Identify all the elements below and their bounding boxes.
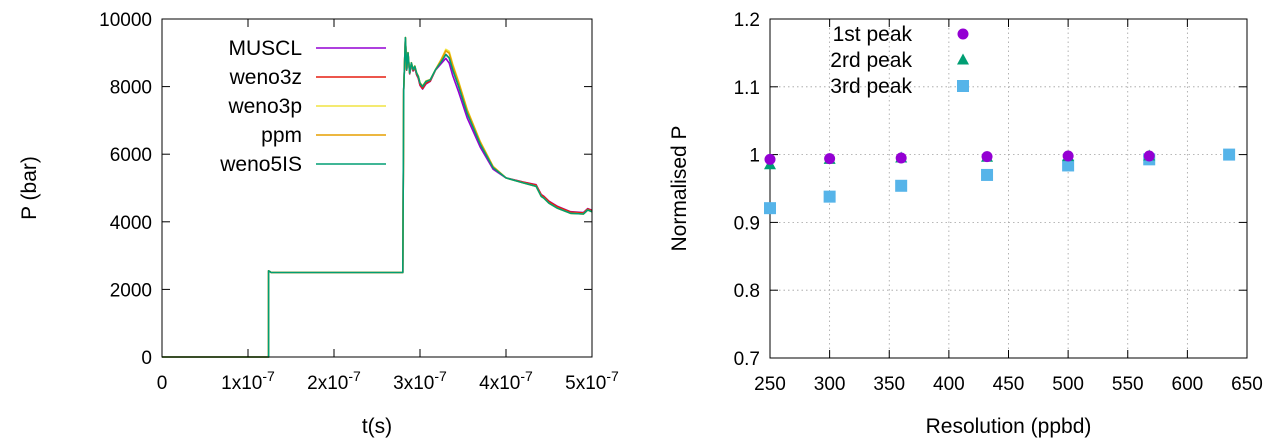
series-line-weno3p [162, 36, 593, 358]
data-point-circle [1143, 150, 1155, 162]
x-tick-label: 400 [933, 374, 965, 395]
x-tick-exponent: -7 [434, 368, 447, 384]
x-tick-exponent: -7 [262, 368, 275, 384]
x-tick-label: 450 [993, 374, 1025, 395]
data-point-circle [764, 153, 776, 165]
legend-label: MUSCL [228, 37, 302, 60]
data-point-square [1062, 159, 1075, 172]
y-tick-label: 0.7 [734, 349, 760, 370]
y-tick-label: 0.8 [734, 281, 760, 302]
x-tick-exponent: -7 [606, 368, 619, 384]
legend-label: weno3p [227, 95, 302, 118]
data-point-circle [981, 151, 993, 163]
x-tick-label: 250 [754, 374, 786, 395]
x-tick-label: 600 [1172, 374, 1204, 395]
legend: 1st peak 2rd peak 3rd peak [830, 23, 969, 98]
series-line-ppm [162, 36, 593, 358]
y-axis-label: Normalised P [668, 125, 691, 251]
legend-marker [957, 28, 969, 40]
data-point-square [823, 190, 836, 203]
y-tick-label: 8000 [110, 78, 152, 99]
y-tick-label: 6000 [110, 145, 152, 166]
y-tick-label: 0.9 [734, 213, 760, 234]
legend-marker [957, 80, 969, 92]
x-tick-label: 3x10-7 [393, 368, 447, 394]
data-point-circle [824, 153, 836, 165]
data-point-square [895, 179, 908, 192]
series-line-weno5IS [162, 36, 593, 358]
y-tick-label: 2000 [110, 280, 152, 301]
data-point-square [1223, 148, 1236, 161]
legend-label: ppm [261, 124, 302, 147]
x-tick-label: 4x10-7 [479, 368, 533, 394]
legend: MUSCL weno3z weno3p ppm weno5IS [219, 37, 386, 176]
legend-label: 2rd peak [830, 49, 912, 72]
data-point-square [764, 202, 776, 215]
right-chart: 0.7 0.8 0.9 1 1.1 1.2 250 300 350 400 450 500 550 600… [668, 10, 1263, 438]
x-tick-label: 2x10-7 [307, 368, 361, 394]
x-axis-label: t(s) [362, 415, 392, 438]
plot-frame [161, 18, 593, 358]
x-tick-label: 1x10-7 [221, 368, 275, 394]
x-tick-exponent: -7 [348, 368, 361, 384]
series-line-MUSCL [162, 37, 593, 358]
legend-label: weno3z [229, 66, 302, 89]
y-tick-label: 1 [749, 146, 760, 167]
legend-marker [957, 53, 969, 65]
x-tick-exponent: -7 [520, 368, 533, 384]
x-axis-label: Resolution (ppbd) [926, 415, 1092, 438]
legend-label: 3rd peak [830, 75, 912, 98]
x-tick-label: 300 [814, 374, 846, 395]
x-tick-label: 5x10-7 [565, 368, 619, 394]
x-tick-label: 0 [157, 373, 168, 394]
x-tick-label: 350 [873, 374, 905, 395]
x-tick-label: 500 [1052, 374, 1084, 395]
y-tick-label: 0 [141, 348, 152, 369]
data-point-square [981, 168, 994, 181]
data-point-circle [1062, 150, 1074, 162]
data-point-circle [895, 152, 907, 164]
y-tick-label: 4000 [110, 213, 152, 234]
left-chart: 0 2000 4000 6000 8000 10000 0 1x10-7 2x10-7 3x10-… [18, 10, 619, 438]
legend-label: weno5IS [219, 153, 302, 176]
y-axis-label: P (bar) [18, 156, 41, 220]
y-tick-label: 1.1 [734, 78, 760, 99]
x-tick-label: 550 [1112, 374, 1144, 395]
y-tick-label: 1.2 [734, 10, 760, 31]
x-tick-label: 650 [1231, 374, 1263, 395]
legend-label: 1st peak [833, 23, 913, 46]
y-tick-label: 10000 [99, 10, 152, 31]
series-line-weno3z [162, 36, 593, 358]
